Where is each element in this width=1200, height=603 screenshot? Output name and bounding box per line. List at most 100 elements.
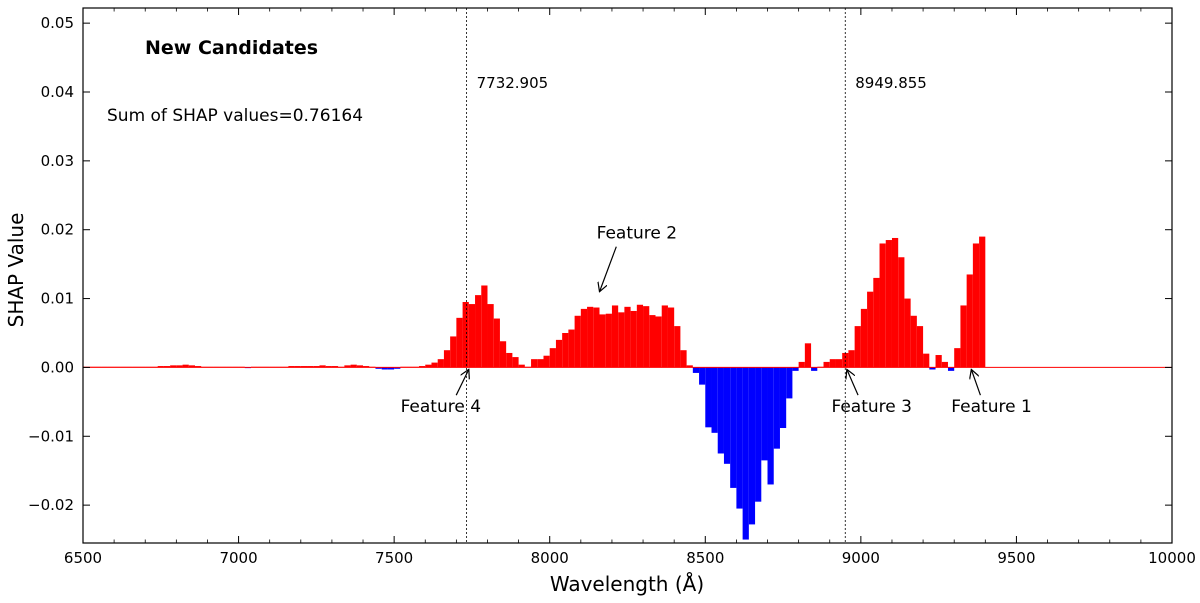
bar-141 <box>960 305 967 368</box>
bar-112 <box>779 367 787 429</box>
bar-104 <box>730 367 737 488</box>
x-tick-label-8500: 8500 <box>686 549 724 567</box>
bar-113 <box>786 367 793 399</box>
plot-frame <box>82 7 1173 544</box>
bar-33 <box>288 366 295 368</box>
bar-133 <box>910 315 917 368</box>
bar-116 <box>804 343 812 368</box>
bar-91 <box>649 315 656 368</box>
bar-74 <box>543 355 550 368</box>
bar-109 <box>761 367 768 461</box>
bar-82 <box>593 307 600 368</box>
y-tick-label-3: 0.01 <box>41 290 74 308</box>
x-tick-label-7500: 7500 <box>375 549 413 567</box>
bar-89 <box>636 304 644 368</box>
bar-67 <box>499 341 507 368</box>
bar-143 <box>972 243 980 368</box>
bar-111 <box>773 367 780 449</box>
shap-sum-text: Sum of SHAP values=0.76164 <box>107 106 363 126</box>
annotation-label-2: Feature 2 <box>597 224 677 244</box>
y-tick-label-6: 0.04 <box>41 83 74 101</box>
bar-124 <box>854 326 861 368</box>
bar-103 <box>723 367 731 464</box>
x-tick-label-10000: 10000 <box>1148 549 1196 567</box>
bar-50 <box>394 367 401 369</box>
bar-115 <box>798 361 805 368</box>
bar-73 <box>537 359 544 368</box>
bar-97 <box>686 365 693 368</box>
chart-title: New Candidates <box>145 37 318 59</box>
bar-42 <box>344 365 351 368</box>
x-tick-label-9500: 9500 <box>997 549 1035 567</box>
bar-142 <box>966 274 973 368</box>
bar-132 <box>904 298 911 368</box>
bar-69 <box>512 357 519 368</box>
bar-107 <box>748 367 756 525</box>
y-tick-label-2: 0.00 <box>41 358 74 376</box>
bar-40 <box>331 366 339 368</box>
bar-125 <box>860 308 868 368</box>
bar-54 <box>419 366 426 368</box>
bar-105 <box>736 367 743 509</box>
bar-57 <box>437 359 444 368</box>
y-tick-label-5: 0.03 <box>41 152 74 170</box>
bar-77 <box>562 332 569 368</box>
bar-100 <box>705 367 712 428</box>
bar-76 <box>555 339 563 368</box>
bar-139 <box>947 367 955 371</box>
bar-120 <box>829 359 836 368</box>
bar-90 <box>643 306 650 368</box>
bar-117 <box>811 367 818 371</box>
bar-136 <box>929 367 936 370</box>
bar-128 <box>879 243 886 368</box>
bar-79 <box>574 315 581 368</box>
bar-39 <box>325 366 332 368</box>
annotations: Feature 1 Feature 2 Feature 3 Feature 4 <box>401 224 1032 418</box>
bar-75 <box>549 348 556 368</box>
bar-129 <box>885 240 892 368</box>
y-axis-label: SHAP Value <box>4 213 28 328</box>
bar-85 <box>611 305 619 368</box>
bar-13 <box>163 366 171 368</box>
bar-15 <box>176 365 183 368</box>
y-tick-label-7: 0.05 <box>41 14 74 32</box>
bar-138 <box>941 361 948 368</box>
bar-18 <box>195 366 202 368</box>
bar-64 <box>481 285 488 368</box>
bar-95 <box>674 326 681 368</box>
bar-37 <box>313 366 320 368</box>
x-tick-label-7000: 7000 <box>219 549 257 567</box>
x-axis-label: Wavelength (Å) <box>550 572 704 596</box>
bar-127 <box>873 277 880 368</box>
annotation-label-4: Feature 4 <box>401 397 481 417</box>
y-tick-label-1: −0.01 <box>28 427 74 445</box>
bars-layer <box>83 236 1172 540</box>
bar-34 <box>294 366 301 368</box>
bar-80 <box>580 308 588 368</box>
bar-131 <box>898 257 905 368</box>
bar-83 <box>599 314 606 368</box>
annotation-arrow-3 <box>847 369 859 396</box>
bar-96 <box>680 350 687 368</box>
reference-label-1: 7732.905 <box>477 74 549 92</box>
bar-44 <box>356 365 364 368</box>
bar-84 <box>605 313 612 368</box>
bar-86 <box>618 312 625 368</box>
bar-47 <box>375 367 382 369</box>
y-tick-label-4: 0.02 <box>41 221 74 239</box>
bar-56 <box>431 362 438 368</box>
bar-38 <box>319 365 326 368</box>
annotation-arrow-4 <box>455 369 469 396</box>
annotation-label-1: Feature 1 <box>951 397 1031 417</box>
bar-102 <box>717 367 724 454</box>
bar-114 <box>792 367 799 371</box>
bar-68 <box>506 352 513 368</box>
bar-16 <box>182 364 189 368</box>
bar-78 <box>568 329 575 368</box>
bar-94 <box>667 307 675 368</box>
bar-108 <box>755 367 762 502</box>
bar-88 <box>630 310 637 368</box>
bar-70 <box>518 364 525 368</box>
bar-36 <box>307 366 314 368</box>
x-tick-label-8000: 8000 <box>531 549 569 567</box>
